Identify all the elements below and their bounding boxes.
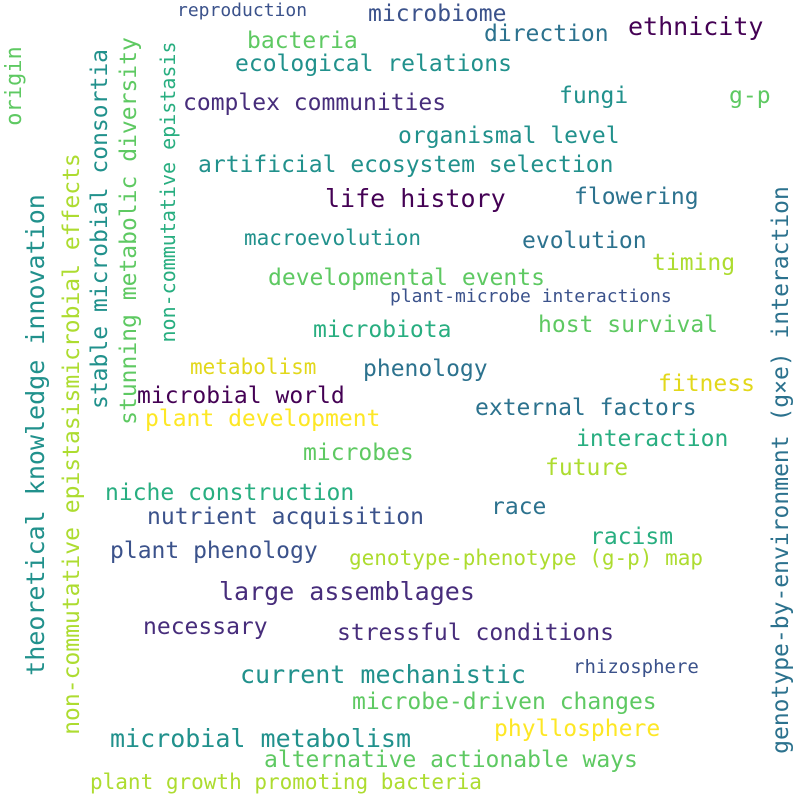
word-fitness: fitness <box>658 371 755 397</box>
word-microbiota: microbiota <box>313 317 452 343</box>
word-plant-growth-promoting-bacteria: plant growth promoting bacteria <box>90 770 482 794</box>
word-direction: direction <box>484 21 609 47</box>
word-race: race <box>491 494 547 520</box>
word-phyllosphere: phyllosphere <box>494 716 661 742</box>
word-alternative-actionable-ways: alternative actionable ways <box>264 747 638 773</box>
word-ecological-relations: ecological relations <box>235 51 512 77</box>
word-rhizosphere: rhizosphere <box>573 656 699 678</box>
word-metabolism: metabolism <box>190 355 317 379</box>
word-plant-phenology: plant phenology <box>110 538 318 564</box>
word-microbe-driven-changes: microbe-driven changes <box>352 689 657 715</box>
word-necessary: necessary <box>143 614 268 640</box>
word-theoretical-knowledge-innovation: theoretical knowledge innovation <box>21 194 50 676</box>
word-microbial-world: microbial world <box>137 383 345 409</box>
word-macroevolution: macroevolution <box>244 226 422 250</box>
word-niche-construction: niche construction <box>105 480 355 506</box>
word-developmental-events: developmental events <box>268 265 545 291</box>
word-ethnicity: ethnicity <box>628 12 764 41</box>
word-life-history: life history <box>325 184 506 213</box>
word-non-commutative-epistasis: non-commutative epistasis <box>156 41 180 343</box>
word-complex-communities: complex communities <box>183 90 447 116</box>
word-interaction: interaction <box>576 426 729 452</box>
word-bacteria: bacteria <box>247 28 358 54</box>
word-stable-microbial-consortia: stable microbial consortia <box>87 48 113 410</box>
word-plant-microbe-interactions: plant-microbe interactions <box>390 286 672 307</box>
word-flowering: flowering <box>574 184 699 210</box>
word-nutrient-acquisition: nutrient acquisition <box>147 504 424 530</box>
word-non-commutative-epistasismicrobial-effects: non-commutative epistasismicrobial effec… <box>59 153 85 735</box>
word-organismal-level: organismal level <box>398 123 620 149</box>
word-stressful-conditions: stressful conditions <box>337 620 614 646</box>
word-phenology: phenology <box>363 356 488 382</box>
word-fungi: fungi <box>559 83 629 109</box>
word-timing: timing <box>652 250 736 276</box>
word-plant-development: plant development <box>145 406 381 432</box>
word-reproduction: reproduction <box>177 0 308 21</box>
word-genotype-phenotype-map: genotype-phenotype (g-p) map <box>349 546 704 570</box>
word-g-p: g-p <box>729 83 771 109</box>
word-microbes: microbes <box>303 440 414 466</box>
word-racism: racism <box>590 524 674 550</box>
word-current-mechanistic: current mechanistic <box>240 660 526 689</box>
word-large-assemblages: large assemblages <box>219 577 475 606</box>
word-artificial-ecosystem-selection: artificial ecosystem selection <box>198 152 614 178</box>
word-evolution: evolution <box>522 228 647 254</box>
word-external-factors: external factors <box>475 395 697 421</box>
word-origin: origin <box>2 46 27 126</box>
word-host-survival: host survival <box>538 312 719 338</box>
word-microbial-metabolism: microbial metabolism <box>110 724 412 753</box>
word-stunning-metabolic-diversity: stunning metabolic diversity <box>116 37 142 425</box>
word-microbiome: microbiome <box>368 1 507 27</box>
word-genotype-by-environment-interaction: genotype-by-environment (g×e) interactio… <box>768 186 794 754</box>
word-future: future <box>545 455 629 481</box>
